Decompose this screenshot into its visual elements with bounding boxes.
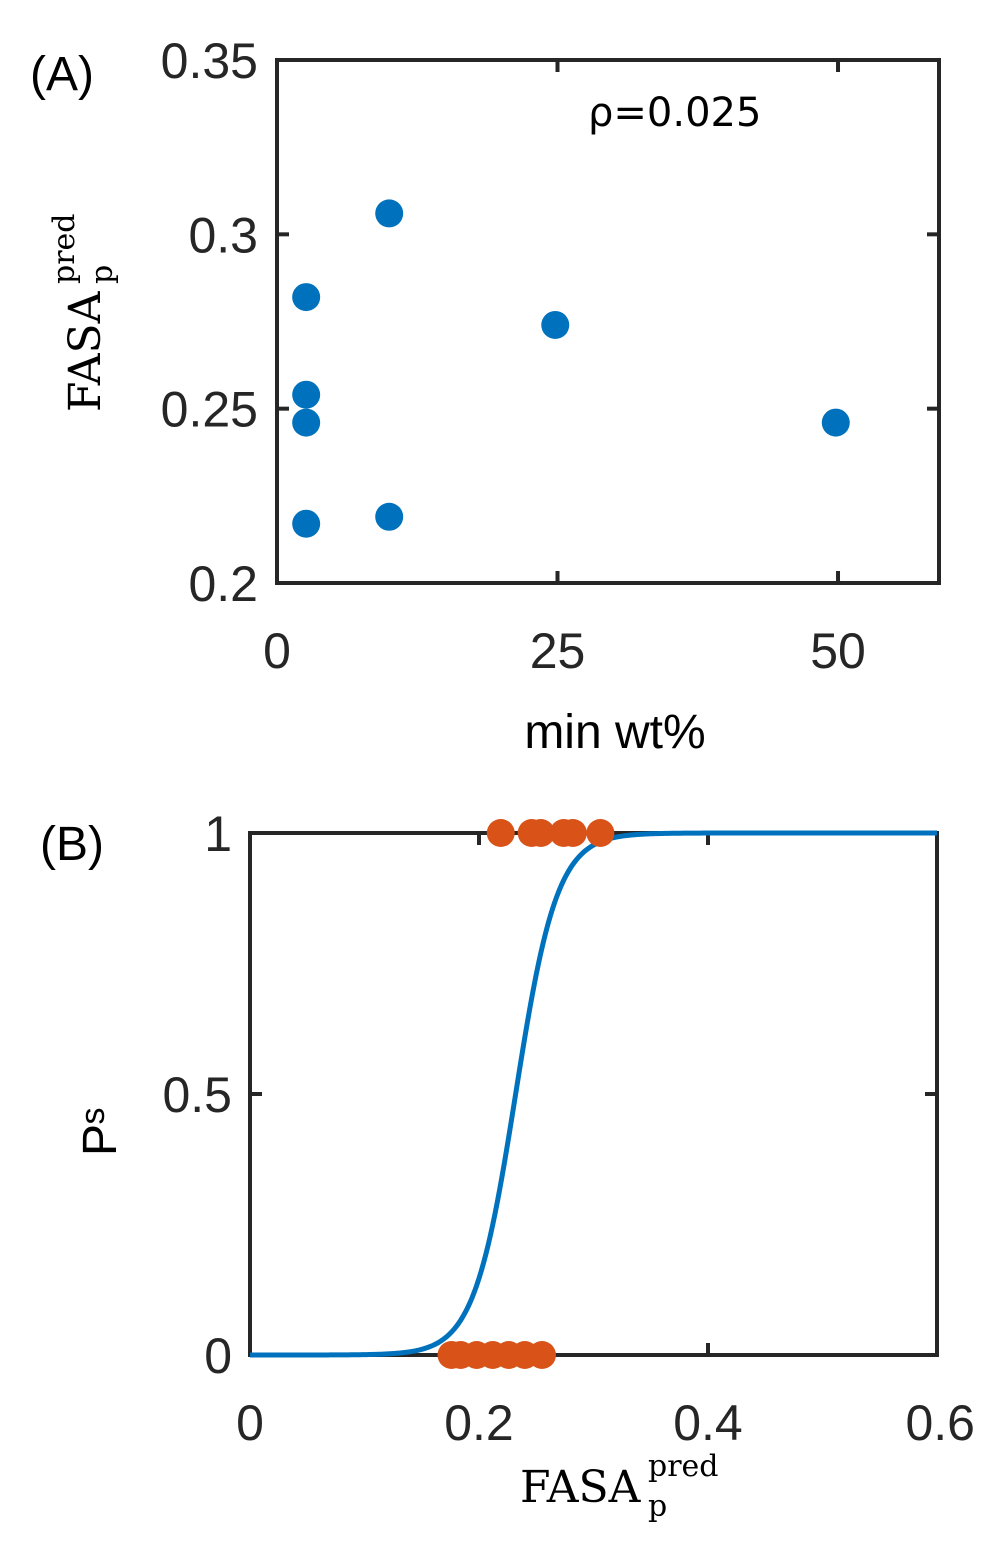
- panel-b-x-ticks: 0 0.2 0.4 0.6: [236, 833, 975, 1451]
- panel-b-label: (B): [40, 818, 104, 871]
- panel-a-x-ticks: 0 25 50: [263, 60, 866, 679]
- panel-b-y-label-sub: s: [74, 1108, 112, 1125]
- panel-a-x-tick-label: 25: [530, 623, 586, 679]
- panel-b-x-tick-label: 0.6: [905, 1395, 975, 1451]
- panel-a-y-label-base: FASA: [60, 290, 111, 412]
- panel-a-data-point: [375, 502, 404, 531]
- panel-b-axes-box: [248, 831, 939, 1357]
- panel-b-x-label-sub: p: [648, 1489, 667, 1524]
- panel-a-data-point: [292, 283, 321, 312]
- panel-a-y-tick-label: 0.2: [188, 556, 258, 612]
- panel-a-y-tick-label: 0.35: [161, 33, 258, 89]
- panel-a-y-label-sup: pred: [47, 213, 82, 284]
- panel-b-data-point-success: [526, 819, 555, 847]
- panel-a-data-point: [375, 199, 404, 228]
- panel-a-x-tick-label: 50: [810, 623, 866, 679]
- panel-a-axes-box: [275, 58, 941, 585]
- panel-a: (A) 0 25 50 0.2 0.25 0.3 0.35 ρ=0.025 min wt%…: [30, 33, 941, 759]
- panel-b-data-point-success: [586, 819, 615, 847]
- panel-a-y-label-sub: p: [85, 265, 120, 284]
- panel-b-data-point-success: [558, 819, 587, 847]
- panel-b-points: [437, 819, 615, 1369]
- panel-b-x-tick-label: 0: [236, 1395, 264, 1451]
- panel-a-y-ticks: 0.2 0.25 0.3 0.35: [161, 33, 939, 612]
- panel-a-y-tick-label: 0.3: [188, 207, 258, 263]
- panel-b-y-tick-label: 0: [204, 1328, 232, 1384]
- panel-b-logistic-curve: [250, 830, 937, 1358]
- panel-b-x-axis-label: FASA pred p: [520, 1449, 719, 1524]
- panel-b-y-label-base: P: [74, 1124, 127, 1156]
- panel-b-y-tick-label: 1: [204, 806, 232, 862]
- panel-a-y-tick-label: 0.25: [161, 382, 258, 438]
- panel-a-correlation-annotation: ρ=0.025: [588, 90, 761, 136]
- panel-b-x-tick-label: 0.2: [444, 1395, 514, 1451]
- panel-b: (B) 0 0.2 0.4 0.6 00.51 FASA pred p P s: [40, 806, 975, 1524]
- panel-b-x-label-sup: pred: [648, 1449, 719, 1484]
- panel-a-data-point: [821, 408, 850, 437]
- panel-a-points: [292, 199, 850, 538]
- panel-a-data-point: [541, 310, 570, 339]
- panel-a-data-point: [292, 408, 321, 437]
- panel-b-x-label-base: FASA: [520, 1462, 642, 1513]
- panel-a-x-tick-label: 0: [263, 623, 291, 679]
- panel-a-data-point: [292, 509, 321, 538]
- panel-b-y-tick-label: 0.5: [162, 1067, 232, 1123]
- panel-a-x-axis-label: min wt%: [524, 706, 705, 759]
- panel-a-y-axis-label: FASA pred p: [47, 213, 120, 412]
- panel-b-x-tick-label: 0.4: [673, 1395, 743, 1451]
- panel-b-data-point-success: [486, 819, 515, 847]
- panel-b-y-ticks: 00.51: [162, 806, 937, 1384]
- panel-a-label: (A): [30, 48, 94, 101]
- panel-b-y-axis-label: P s: [74, 1108, 127, 1157]
- panel-a-data-point: [292, 380, 321, 409]
- panel-b-data-point-failure: [527, 1341, 556, 1369]
